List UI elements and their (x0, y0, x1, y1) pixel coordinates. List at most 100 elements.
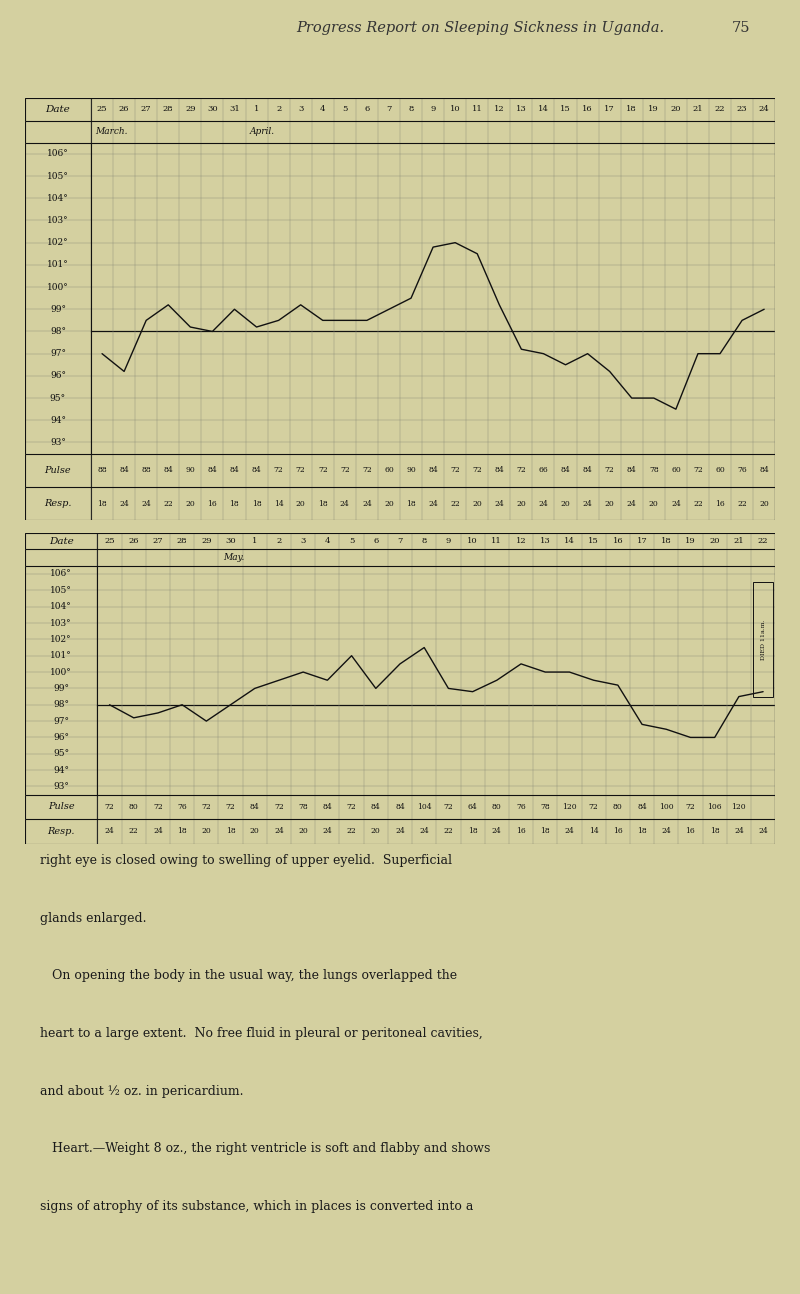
Text: 24: 24 (119, 499, 129, 507)
Text: March.: March. (95, 127, 128, 136)
Text: 72: 72 (693, 466, 703, 474)
Text: 24: 24 (494, 499, 504, 507)
Text: 99°: 99° (50, 305, 66, 313)
Text: 24: 24 (419, 827, 429, 836)
Text: 10: 10 (450, 105, 461, 114)
Text: 24: 24 (322, 827, 332, 836)
Text: Heart.—Weight 8 oz., the right ventricle is soft and flabby and shows: Heart.—Weight 8 oz., the right ventricle… (40, 1143, 490, 1156)
Text: 28: 28 (177, 537, 187, 545)
Text: 13: 13 (540, 537, 550, 545)
Text: 72: 72 (340, 466, 350, 474)
Text: 25: 25 (97, 105, 107, 114)
Text: 12: 12 (516, 537, 526, 545)
Text: 4: 4 (325, 537, 330, 545)
Text: 24: 24 (671, 499, 681, 507)
Text: 20: 20 (250, 827, 260, 836)
Text: 22: 22 (758, 537, 768, 545)
Text: 72: 72 (274, 802, 284, 811)
Text: 13: 13 (516, 105, 526, 114)
Text: 64: 64 (468, 802, 478, 811)
Text: 18: 18 (318, 499, 328, 507)
Text: 16: 16 (715, 499, 725, 507)
Text: 106: 106 (707, 802, 722, 811)
Text: 100°: 100° (47, 282, 69, 291)
Text: 94°: 94° (50, 415, 66, 424)
Text: 2: 2 (276, 537, 282, 545)
Text: 20: 20 (517, 499, 526, 507)
Text: 24: 24 (734, 827, 744, 836)
Text: 84: 84 (230, 466, 239, 474)
Text: 18: 18 (540, 827, 550, 836)
Text: 60: 60 (715, 466, 725, 474)
Text: April.: April. (250, 127, 275, 136)
Text: 30: 30 (207, 105, 218, 114)
Text: 90: 90 (406, 466, 416, 474)
Text: 80: 80 (613, 802, 622, 811)
Text: 20: 20 (202, 827, 211, 836)
Text: 84: 84 (395, 802, 405, 811)
Text: 72: 72 (450, 466, 460, 474)
Text: heart to a large extent.  No free fluid in pleural or peritoneal cavities,: heart to a large extent. No free fluid i… (40, 1027, 482, 1040)
Text: 29: 29 (201, 537, 212, 545)
Bar (754, 582, 773, 696)
Text: 18: 18 (226, 827, 235, 836)
Text: 24: 24 (428, 499, 438, 507)
Text: 72: 72 (318, 466, 328, 474)
Text: 8: 8 (422, 537, 427, 545)
Text: 24: 24 (274, 827, 284, 836)
Text: 16: 16 (516, 827, 526, 836)
Text: 20: 20 (296, 499, 306, 507)
Text: 24: 24 (627, 499, 637, 507)
Text: 84: 84 (428, 466, 438, 474)
Text: 31: 31 (229, 105, 240, 114)
Text: 94°: 94° (53, 766, 69, 775)
Text: Date: Date (46, 105, 70, 114)
Text: 72: 72 (153, 802, 163, 811)
Text: 84: 84 (627, 466, 637, 474)
Text: 16: 16 (582, 105, 593, 114)
Text: 60: 60 (671, 466, 681, 474)
Text: 84: 84 (207, 466, 218, 474)
Text: 72: 72 (589, 802, 598, 811)
Text: 16: 16 (613, 537, 623, 545)
Text: 23: 23 (737, 105, 747, 114)
Text: 101°: 101° (50, 651, 72, 660)
Text: 20: 20 (670, 105, 681, 114)
Text: 18: 18 (230, 499, 239, 507)
Text: 20: 20 (186, 499, 195, 507)
Text: 14: 14 (564, 537, 575, 545)
Text: signs of atrophy of its substance, which in places is converted into a: signs of atrophy of its substance, which… (40, 1200, 474, 1212)
Text: 95°: 95° (53, 749, 69, 758)
Text: 75: 75 (732, 22, 750, 35)
Text: 24: 24 (395, 827, 405, 836)
Text: 7: 7 (386, 105, 392, 114)
Text: 24: 24 (758, 827, 768, 836)
Text: May.: May. (223, 553, 245, 562)
Text: 1: 1 (252, 537, 258, 545)
Text: 72: 72 (362, 466, 372, 474)
Text: Progress Report on Sleeping Sickness in Uganda.: Progress Report on Sleeping Sickness in … (296, 22, 664, 35)
Text: 78: 78 (540, 802, 550, 811)
Text: 19: 19 (649, 105, 659, 114)
Text: 102°: 102° (50, 635, 72, 644)
Text: 22: 22 (443, 827, 454, 836)
Text: 20: 20 (605, 499, 614, 507)
Text: 106°: 106° (50, 569, 72, 578)
Text: 98°: 98° (50, 327, 66, 336)
Text: 14: 14 (538, 105, 549, 114)
Text: 24: 24 (492, 827, 502, 836)
Text: 6: 6 (364, 105, 370, 114)
Text: 29: 29 (185, 105, 196, 114)
Text: 19: 19 (685, 537, 696, 545)
Text: 84: 84 (163, 466, 173, 474)
Text: 22: 22 (693, 499, 703, 507)
Text: 20: 20 (371, 827, 381, 836)
Text: 18: 18 (252, 499, 262, 507)
Text: 22: 22 (346, 827, 357, 836)
Text: 22: 22 (738, 499, 747, 507)
Text: 20: 20 (561, 499, 570, 507)
Text: 5: 5 (342, 105, 347, 114)
Text: 18: 18 (178, 827, 187, 836)
Text: 18: 18 (637, 827, 647, 836)
Text: 84: 84 (250, 802, 260, 811)
